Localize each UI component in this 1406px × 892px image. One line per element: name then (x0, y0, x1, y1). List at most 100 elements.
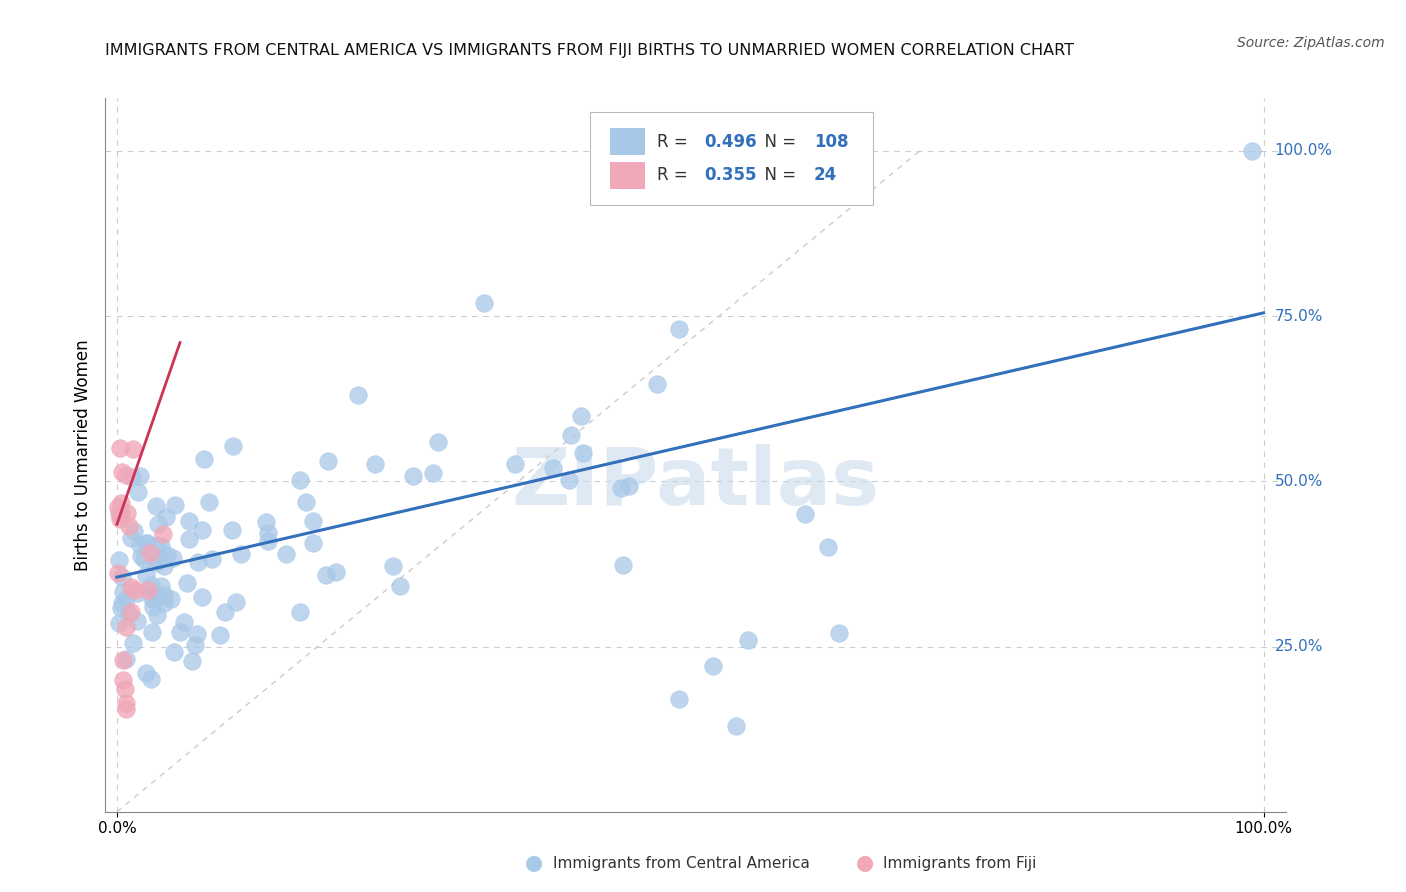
Point (148, 553, 170, 567)
Point (141, 625, 163, 640)
Point (114, 682, 136, 697)
Point (381, 559, 404, 574)
Point (817, 541, 839, 555)
Point (668, 322, 690, 336)
Point (141, 592, 163, 607)
Point (612, 558, 634, 572)
Point (127, 485, 149, 500)
Point (125, 614, 148, 628)
Text: ●: ● (856, 854, 873, 873)
Point (155, 510, 177, 524)
Point (737, 632, 759, 647)
Point (108, 553, 131, 567)
Point (149, 539, 172, 553)
Point (290, 605, 312, 619)
Point (541, 461, 564, 475)
Text: 0.355: 0.355 (704, 166, 756, 184)
Point (828, 626, 851, 640)
Point (139, 578, 162, 592)
Point (122, 442, 145, 456)
Point (129, 468, 152, 483)
Point (254, 515, 277, 529)
Point (191, 590, 214, 604)
Point (122, 524, 145, 538)
Text: R =: R = (657, 133, 693, 151)
Point (110, 508, 132, 522)
Text: Immigrants from Central America: Immigrants from Central America (553, 856, 810, 871)
Point (111, 596, 134, 610)
Point (134, 552, 156, 566)
Point (302, 514, 325, 528)
Point (108, 506, 131, 520)
Point (558, 474, 581, 488)
Point (1241, 144, 1264, 158)
Point (619, 479, 641, 493)
Point (201, 552, 224, 566)
Point (108, 615, 131, 630)
Point (427, 434, 450, 449)
Point (108, 442, 131, 456)
Point (121, 470, 143, 484)
Point (152, 558, 174, 573)
Point (346, 388, 368, 402)
Point (163, 498, 186, 512)
Point (569, 409, 592, 424)
Text: ZIPatlas: ZIPatlas (512, 444, 880, 523)
Point (668, 692, 690, 706)
Point (156, 549, 179, 563)
Point (118, 607, 141, 622)
Point (120, 531, 142, 545)
Point (110, 601, 132, 615)
Point (135, 536, 157, 550)
Point (181, 654, 204, 668)
Text: N =: N = (754, 166, 801, 184)
Point (120, 580, 142, 594)
Point (725, 719, 748, 733)
Point (187, 555, 209, 569)
Point (129, 549, 152, 563)
Point (145, 499, 167, 513)
Point (152, 527, 174, 541)
Point (139, 546, 162, 560)
Point (108, 512, 131, 526)
Point (117, 506, 139, 520)
Point (159, 592, 181, 607)
Point (149, 579, 172, 593)
Point (162, 550, 184, 565)
Point (274, 548, 297, 562)
Point (115, 592, 138, 607)
Point (146, 538, 169, 552)
Point (229, 547, 252, 561)
Text: 0.496: 0.496 (704, 133, 756, 151)
Text: 24: 24 (814, 166, 838, 184)
Bar (610, 128, 645, 155)
Point (146, 516, 169, 531)
Text: N =: N = (754, 133, 801, 151)
Point (114, 652, 136, 666)
Point (208, 627, 231, 641)
Point (145, 608, 167, 623)
Point (152, 588, 174, 602)
Y-axis label: Births to Unmarried Women: Births to Unmarried Women (73, 339, 91, 571)
Point (136, 582, 159, 597)
Point (193, 451, 215, 466)
Bar (610, 161, 645, 189)
Point (388, 579, 411, 593)
Point (136, 536, 159, 550)
Point (179, 514, 201, 528)
Point (115, 696, 138, 710)
Point (173, 615, 195, 629)
Point (145, 556, 167, 570)
Point (111, 653, 134, 667)
Point (111, 584, 134, 599)
Point (295, 495, 318, 509)
Point (169, 625, 191, 640)
Point (111, 673, 134, 687)
Text: Immigrants from Fiji: Immigrants from Fiji (883, 856, 1036, 871)
Point (503, 457, 526, 471)
Text: 108: 108 (814, 133, 849, 151)
Point (110, 507, 132, 521)
Point (472, 296, 495, 310)
Text: 100.0%: 100.0% (1275, 144, 1333, 159)
Point (184, 639, 207, 653)
